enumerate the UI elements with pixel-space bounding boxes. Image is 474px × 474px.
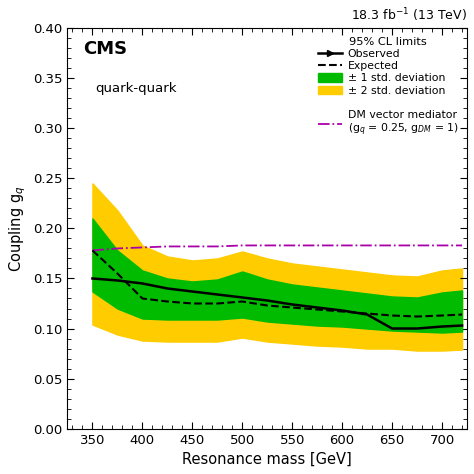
Legend: Observed, Expected, ± 1 std. deviation, ± 2 std. deviation, , DM vector mediator: Observed, Expected, ± 1 std. deviation, … (315, 34, 462, 142)
Text: CMS: CMS (83, 40, 128, 58)
Text: 18.3 fb$^{-1}$ (13 TeV): 18.3 fb$^{-1}$ (13 TeV) (351, 7, 467, 24)
Y-axis label: Coupling g$_{q}$: Coupling g$_{q}$ (7, 185, 27, 272)
Text: quark-quark: quark-quark (95, 82, 177, 95)
X-axis label: Resonance mass [GeV]: Resonance mass [GeV] (182, 452, 352, 467)
